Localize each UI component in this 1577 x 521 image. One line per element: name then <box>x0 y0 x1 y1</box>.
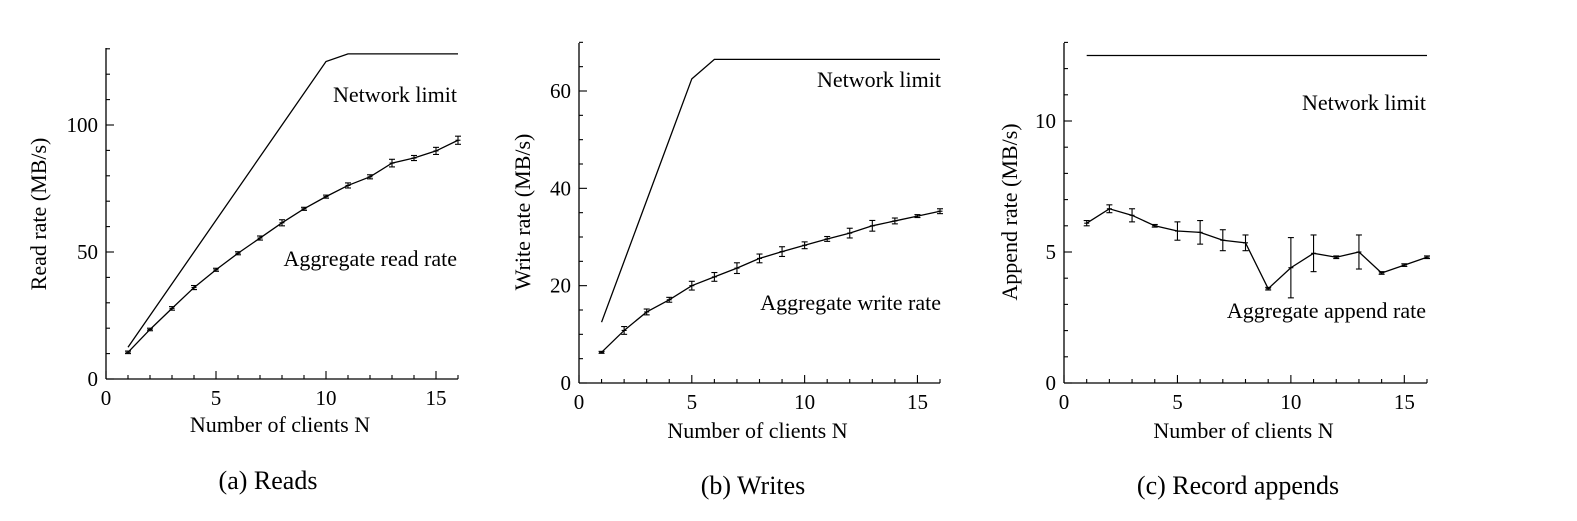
subfigure-caption: (b) Writes <box>701 471 806 500</box>
aggregate-rate-line <box>127 139 459 353</box>
y-tick-label: 0 <box>1046 371 1057 395</box>
y-tick-label: 0 <box>88 367 99 391</box>
error-bar <box>801 241 808 250</box>
error-bar <box>1310 234 1317 273</box>
network-limit-label: Network limit <box>1302 90 1426 115</box>
error-bar <box>1378 271 1385 275</box>
x-tick-label: 15 <box>1394 390 1415 414</box>
x-tick-label: 0 <box>101 386 112 410</box>
error-bar <box>869 219 876 232</box>
y-tick-label: 40 <box>550 176 571 200</box>
error-bar <box>125 350 131 355</box>
x-tick-label: 10 <box>316 386 337 410</box>
y-tick-label: 5 <box>1046 240 1057 264</box>
error-bar <box>1106 204 1113 214</box>
error-bar <box>455 135 461 145</box>
error-bar <box>914 214 921 219</box>
error-bar <box>301 206 307 211</box>
y-axis-label: Append rate (MB/s) <box>997 123 1022 300</box>
y-tick-label: 10 <box>1035 109 1056 133</box>
x-axis-label: Number of clients N <box>1153 418 1333 443</box>
y-axis-label: Read rate (MB/s) <box>26 138 51 291</box>
error-bar <box>846 227 853 239</box>
error-bar <box>621 325 628 335</box>
error-bar <box>411 154 417 162</box>
y-tick-label: 60 <box>550 79 571 103</box>
error-bar <box>367 174 373 180</box>
network-limit-label: Network limit <box>333 82 457 107</box>
error-bar <box>779 246 786 258</box>
error-bar <box>756 253 763 264</box>
error-bar <box>389 158 395 168</box>
error-bar <box>666 296 673 303</box>
error-bar <box>1287 237 1294 299</box>
network-limit-line <box>127 53 458 348</box>
x-tick-label: 15 <box>426 386 447 410</box>
x-tick-label: 10 <box>794 390 815 414</box>
error-bar <box>1129 208 1136 223</box>
y-tick-label: 50 <box>77 240 98 264</box>
error-bar <box>1174 221 1181 241</box>
error-bar <box>257 235 263 241</box>
y-axis-label: Write rate (MB/s) <box>510 134 535 291</box>
error-bar <box>1424 255 1430 260</box>
error-bar <box>1355 234 1362 270</box>
error-bar <box>688 280 695 291</box>
aggregate-rate-label: Aggregate append rate <box>1227 298 1426 323</box>
error-bar <box>169 306 175 311</box>
error-bar <box>191 284 197 291</box>
x-axis-label: Number of clients N <box>667 418 847 443</box>
error-bar <box>824 235 831 242</box>
x-tick-label: 5 <box>211 386 222 410</box>
error-bar <box>433 146 439 156</box>
error-bar <box>891 217 898 225</box>
y-tick-label: 100 <box>67 113 99 137</box>
error-bar <box>711 271 718 282</box>
network-limit-line <box>600 58 940 323</box>
chart-panel-3: 0 5 10 15 0 5 10 Network limit Aggregate append … <box>997 41 1430 500</box>
error-bar <box>598 350 605 354</box>
subfigure-caption: (c) Record appends <box>1137 471 1339 500</box>
error-bar <box>1219 229 1226 252</box>
error-bar <box>345 182 351 189</box>
y-tick-label: 0 <box>561 371 572 395</box>
x-tick-label: 0 <box>574 390 585 414</box>
error-bar <box>213 267 219 272</box>
aggregate-rate-label: Aggregate read rate <box>284 246 457 271</box>
error-bar <box>1242 234 1249 252</box>
error-bar <box>643 308 650 316</box>
aggregate-rate-line <box>1086 208 1428 290</box>
error-bar <box>1151 223 1158 228</box>
error-bar <box>1333 255 1340 260</box>
aggregate-rate-line <box>601 210 941 353</box>
error-bar <box>279 219 285 227</box>
error-bar <box>147 327 153 332</box>
x-axis-label: Number of clients N <box>190 412 370 437</box>
x-tick-label: 5 <box>1172 390 1183 414</box>
error-bar <box>937 208 943 215</box>
x-tick-label: 15 <box>907 390 928 414</box>
error-bar <box>1401 263 1408 267</box>
subfigure-caption: (a) Reads <box>219 466 318 495</box>
error-bar <box>323 194 329 199</box>
x-tick-label: 10 <box>1280 390 1301 414</box>
error-bar <box>235 251 241 256</box>
x-tick-label: 5 <box>687 390 698 414</box>
y-tick-label: 20 <box>550 274 571 298</box>
error-bar <box>1197 220 1204 245</box>
chart-panel-2: 0 5 10 15 0 20 40 60 Network limit Aggregate writ… <box>510 41 943 500</box>
chart-panel-1: 0 5 10 15 0 50 100 Network limit Aggregate read … <box>26 48 461 495</box>
x-tick-label: 0 <box>1059 390 1070 414</box>
aggregate-rate-label: Aggregate write rate <box>760 290 941 315</box>
error-bar <box>733 262 740 275</box>
error-bar <box>1083 220 1090 227</box>
network-limit-label: Network limit <box>817 67 941 92</box>
error-bar <box>1265 286 1272 291</box>
